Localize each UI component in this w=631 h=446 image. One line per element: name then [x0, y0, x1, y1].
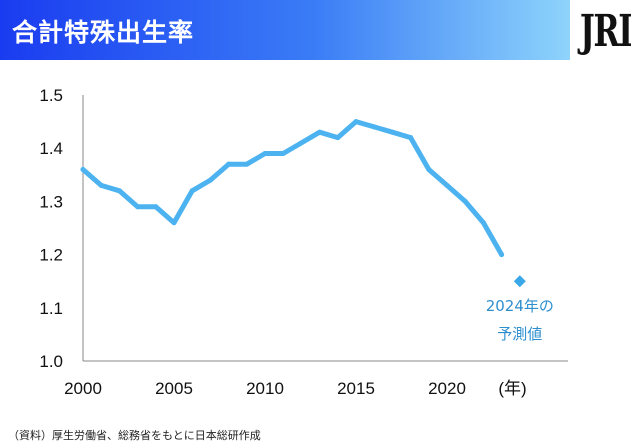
- data-point: [462, 198, 468, 204]
- x-tick-label: 2020: [428, 379, 466, 398]
- data-point: [317, 129, 323, 135]
- x-tick-label: 2010: [246, 379, 284, 398]
- data-point: [226, 161, 232, 167]
- tick-labels: 1.0 1.1 1.2 1.3 1.4 1.5 2000 2005 2010 2015 2020 (年…: [39, 86, 526, 398]
- data-point: [353, 119, 359, 125]
- data-point: [280, 151, 286, 157]
- series-line: [80, 119, 505, 258]
- y-tick-label: 1.4: [39, 139, 63, 158]
- data-point: [371, 124, 377, 130]
- data-point: [189, 188, 195, 194]
- data-point: [207, 177, 213, 183]
- x-tick-label: 2005: [155, 379, 193, 398]
- series-layer: [80, 119, 505, 258]
- data-point: [262, 151, 268, 157]
- annotation-line2: 予測値: [497, 325, 542, 343]
- y-tick-label: 1.0: [39, 352, 63, 371]
- data-point: [171, 220, 177, 226]
- source-note: （資料）厚生労働省、総務省をもとに日本総研作成: [8, 429, 261, 442]
- data-point: [499, 252, 505, 258]
- data-point: [298, 140, 304, 146]
- chart-axes: [82, 95, 568, 362]
- data-point: [480, 220, 486, 226]
- x-tick-label: 2015: [337, 379, 375, 398]
- data-point: [98, 182, 104, 188]
- x-unit-label: (年): [498, 379, 526, 398]
- data-point: [135, 204, 141, 210]
- data-point: [408, 135, 414, 141]
- data-point: [153, 204, 159, 210]
- data-point: [426, 166, 432, 172]
- title-banner: 合計特殊出生率: [0, 0, 570, 60]
- y-tick-label: 1.5: [39, 86, 63, 105]
- forecast-marker: [513, 275, 526, 288]
- y-tick-label: 1.3: [39, 192, 63, 211]
- data-point: [80, 166, 86, 172]
- y-tick-label: 1.2: [39, 246, 63, 265]
- data-point: [444, 182, 450, 188]
- data-point: [335, 135, 341, 141]
- data-point: [389, 129, 395, 135]
- annotation-line1: 2024年の: [486, 297, 554, 315]
- x-tick-label: 2000: [64, 379, 102, 398]
- chart-title: 合計特殊出生率: [12, 18, 195, 47]
- data-point: [116, 188, 122, 194]
- data-point: [244, 161, 250, 167]
- y-tick-label: 1.1: [39, 299, 63, 318]
